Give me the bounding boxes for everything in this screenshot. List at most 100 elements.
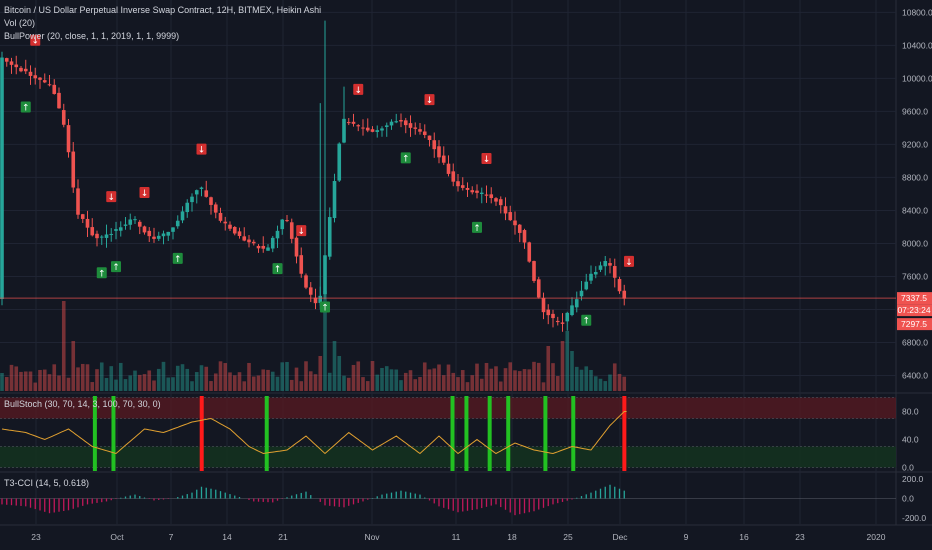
bullpower-legend[interactable]: BullPower (20, close, 1, 1, 2019, 1, 1, … (4, 31, 180, 41)
volume-bar (228, 372, 232, 391)
volume-bar (190, 381, 194, 391)
candle-body (346, 122, 351, 124)
volume-bar (437, 364, 441, 391)
volume-bar (109, 366, 114, 391)
volume-bar (370, 361, 375, 391)
stoch-tick-label: 40.0 (902, 435, 919, 445)
candle-body (161, 233, 166, 237)
stoch-signal-bar (450, 396, 455, 471)
volume-bar (313, 374, 318, 391)
vol-legend[interactable]: Vol (20) (4, 18, 36, 28)
volume-bar (223, 363, 228, 391)
volume-bar (612, 363, 617, 391)
volume-bar (527, 369, 532, 391)
candle-body (213, 204, 218, 213)
sell-signal-marker (424, 94, 435, 106)
stoch-tick-label: 80.0 (902, 407, 919, 417)
volume-bar (275, 376, 280, 391)
volume-bar (104, 377, 109, 391)
last-price-badge: 7337.5 (901, 293, 927, 303)
candle-body (204, 190, 209, 197)
buy-signal-marker (472, 221, 482, 233)
volume-bar (199, 365, 204, 391)
price-tick-label: 10800.0 (902, 7, 932, 17)
candle-body (370, 129, 375, 132)
volume-bar (318, 356, 323, 391)
candle-body (479, 192, 484, 195)
candle-body (180, 211, 185, 221)
down-arrow-icon: ↓ (483, 155, 491, 165)
cci-tick-label: 0.0 (902, 494, 914, 504)
stoch-line (1, 411, 627, 455)
volume-bar (99, 362, 104, 391)
candle-body (565, 312, 570, 322)
volume-bar (522, 369, 527, 391)
candle-body (90, 227, 95, 236)
candle-body (104, 234, 109, 238)
candle-body (351, 121, 356, 124)
up-arrow-icon: ↑ (321, 304, 329, 314)
candle-body (137, 221, 142, 227)
candle-body (142, 226, 147, 233)
volume-bar (570, 351, 574, 391)
volume-bar (351, 364, 356, 391)
bullstoch-legend[interactable]: BullStoch (30, 70, 14, 3, 100, 70, 30, 0… (4, 399, 161, 409)
volume-bar (508, 362, 513, 391)
stoch-signal-bar (111, 396, 116, 471)
candle-body (327, 217, 332, 257)
stoch-signal-bar (464, 396, 469, 471)
time-tick-label: 16 (739, 532, 749, 542)
volume-bar (536, 362, 541, 391)
candle-body (28, 71, 33, 76)
volume-bar (432, 368, 437, 391)
volume-bar (403, 372, 408, 391)
time-tick-label: Nov (364, 532, 380, 542)
volume-bar (394, 369, 399, 391)
volume-bar (413, 379, 418, 391)
volume-bar (180, 364, 185, 391)
volume-bar (375, 374, 380, 391)
candle-body (99, 236, 104, 238)
volume-bar (251, 376, 256, 391)
volume-bar (574, 366, 579, 391)
candle-body (608, 263, 612, 266)
candle-body (332, 181, 337, 219)
volume-bar (71, 341, 76, 391)
buy-signal-marker (272, 263, 283, 275)
t3cci-legend[interactable]: T3-CCI (14, 5, 0.618) (4, 478, 90, 488)
down-arrow-icon: ↓ (354, 86, 362, 96)
volume-bar (408, 370, 413, 391)
candle-body (133, 219, 137, 221)
candle-body (175, 220, 180, 227)
main-legend[interactable]: Bitcoin / US Dollar Perpetual Inverse Sw… (4, 5, 322, 15)
candle-body (427, 135, 432, 141)
stoch-signal-bar (506, 396, 511, 471)
volume-bar (589, 369, 593, 391)
volume-bar (209, 381, 213, 391)
candle-body (285, 220, 289, 222)
candle-body (465, 187, 470, 190)
volume-bar (294, 367, 299, 391)
candle-body (413, 127, 418, 129)
stoch-overbought-zone (0, 397, 896, 419)
candle-body (356, 125, 361, 127)
candle-body (313, 297, 318, 304)
volume-bar (175, 365, 180, 391)
volume-bar (365, 381, 370, 391)
candle-body (361, 127, 365, 129)
candle-body (38, 77, 42, 80)
volume-bar (237, 372, 242, 391)
volume-bar (584, 366, 589, 391)
candle-body (584, 281, 589, 290)
candle-body (23, 68, 28, 72)
candle-body (323, 255, 327, 295)
volume-bar (356, 361, 361, 391)
volume-bar (218, 361, 223, 391)
volume-bar (76, 367, 80, 391)
sell-signal-marker (353, 83, 364, 95)
candle-body (342, 118, 346, 143)
volume-bar (114, 379, 118, 391)
volume-bar (418, 377, 422, 391)
